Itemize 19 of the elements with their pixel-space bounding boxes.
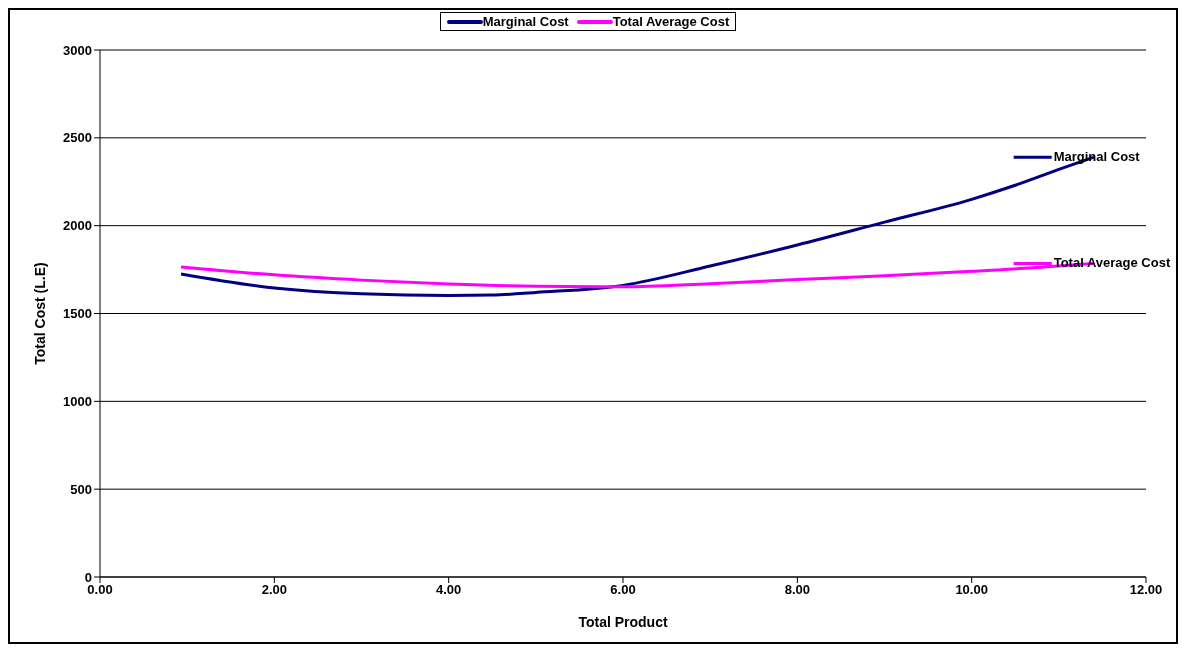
y-tick-label: 3000 — [63, 42, 92, 58]
x-axis-title: Total Product — [578, 614, 668, 630]
y-tick-label: 1500 — [63, 306, 92, 322]
y-tick-label: 0 — [84, 569, 92, 585]
x-tick-label: 0.00 — [87, 582, 113, 598]
x-tick-label: 4.00 — [436, 582, 462, 598]
y-tick-label: 2500 — [63, 130, 92, 146]
y-tick-label: 1000 — [63, 393, 92, 409]
text: Marginal Cost — [482, 14, 569, 29]
y-tick-label: 2000 — [63, 218, 92, 234]
x-tick-label: 12.00 — [1129, 582, 1163, 598]
x-tick-label: 6.00 — [610, 582, 636, 598]
y-tick-label: 500 — [70, 481, 92, 497]
legend-label: Marginal Cost — [1053, 149, 1141, 165]
x-tick-label: 2.00 — [261, 582, 287, 598]
y-axis-title: Total Cost (L.E) — [31, 262, 48, 365]
x-tick-label: 10.00 — [955, 582, 988, 598]
text: Total Average Cost — [612, 14, 730, 29]
x-tick-label: 8.00 — [784, 582, 810, 598]
